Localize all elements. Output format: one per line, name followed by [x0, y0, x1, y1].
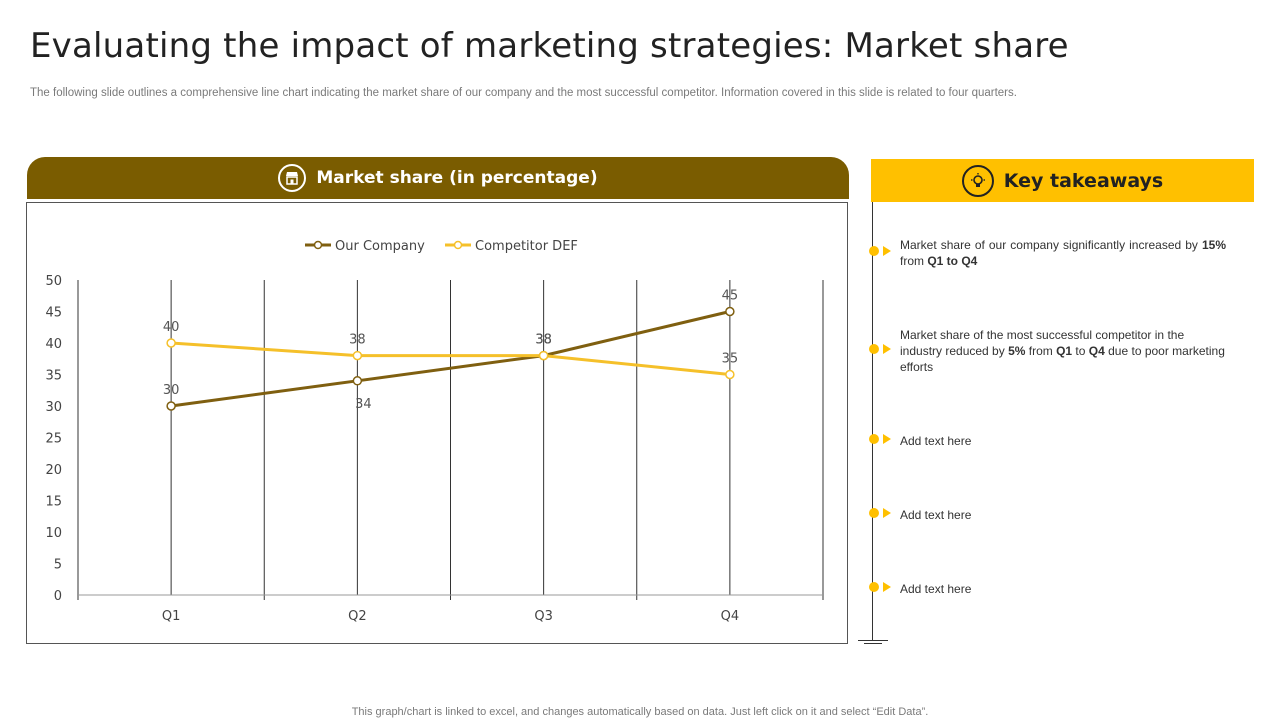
data-label: 35	[722, 352, 739, 367]
bullet-icon	[869, 344, 891, 354]
y-tick-label: 5	[54, 558, 62, 573]
bullet-icon	[869, 246, 891, 256]
legend-label: Our Company	[335, 239, 425, 254]
y-tick-label: 25	[45, 432, 62, 447]
data-label: 38	[535, 333, 552, 348]
takeaway-item-3: Add text here	[900, 434, 972, 448]
timeline-base-inner	[864, 643, 882, 644]
x-tick-label: Q1	[162, 609, 181, 624]
chart-panel-header: Market share (in percentage)	[27, 157, 849, 199]
legend-swatch-marker	[313, 240, 323, 250]
y-tick-label: 30	[45, 400, 62, 415]
data-label: 34	[355, 397, 372, 412]
y-tick-label: 45	[45, 306, 62, 321]
data-point	[352, 350, 363, 361]
page-title: Evaluating the impact of marketing strat…	[30, 26, 1069, 66]
data-point	[166, 338, 176, 348]
chart-canvas: 0 5 10 15 20 25 30 35 40 45 50 Q1 Q2 Q3 Q4 30 34 38 45 40 38…	[45, 239, 824, 624]
data-point	[538, 350, 549, 361]
data-label: 38	[535, 333, 552, 348]
x-tick-label: Q3	[534, 609, 553, 624]
y-tick-label: 40	[45, 337, 62, 352]
y-tick-label: 50	[45, 274, 62, 289]
data-label: 38	[349, 333, 366, 348]
footer-note: This graph/chart is linked to excel, and…	[351, 706, 929, 718]
x-tick-label: Q4	[721, 609, 740, 624]
key-takeaways-header: Key takeaways	[871, 159, 1254, 202]
y-tick-label: 15	[45, 495, 62, 510]
takeaway-item-1: Market share of our company significantl…	[900, 238, 1226, 268]
legend-label: Competitor DEF	[475, 239, 578, 254]
timeline-base	[858, 640, 888, 641]
y-tick-label: 20	[45, 463, 62, 478]
series-line-competitor-def	[171, 341, 731, 376]
takeaway-item-2: Market share of the most successful comp…	[900, 328, 1225, 374]
data-point	[725, 369, 735, 380]
lightbulb-icon	[961, 164, 994, 197]
data-label: 40	[163, 320, 180, 335]
page-subtitle: The following slide outlines a comprehen…	[30, 87, 1017, 99]
chart-panel-title: Market share (in percentage)	[316, 168, 598, 188]
key-takeaways-title: Key takeaways	[1003, 169, 1164, 192]
legend-swatch-marker	[453, 240, 463, 250]
bullet-icon	[869, 582, 891, 592]
data-label: 45	[722, 289, 739, 304]
y-tick-label: 35	[45, 369, 62, 384]
series-line-our-company	[170, 310, 731, 408]
data-point	[166, 401, 176, 411]
bullet-icon	[869, 508, 891, 518]
y-tick-label: 0	[54, 589, 62, 604]
data-label: 30	[163, 383, 180, 398]
takeaways-timeline	[872, 202, 873, 640]
takeaway-item-4: Add text here	[900, 508, 972, 522]
store-icon	[278, 164, 307, 192]
data-point	[725, 306, 735, 317]
x-tick-label: Q2	[348, 609, 367, 624]
bullet-icon	[869, 434, 891, 444]
y-tick-label: 10	[45, 526, 62, 541]
takeaway-item-5: Add text here	[900, 582, 972, 596]
line-chart: 0 5 10 15 20 25 30 35 40 45 50 Q1 Q2 Q3 Q4 30 34 38 45 40 38…	[26, 202, 848, 644]
data-point	[352, 376, 363, 386]
